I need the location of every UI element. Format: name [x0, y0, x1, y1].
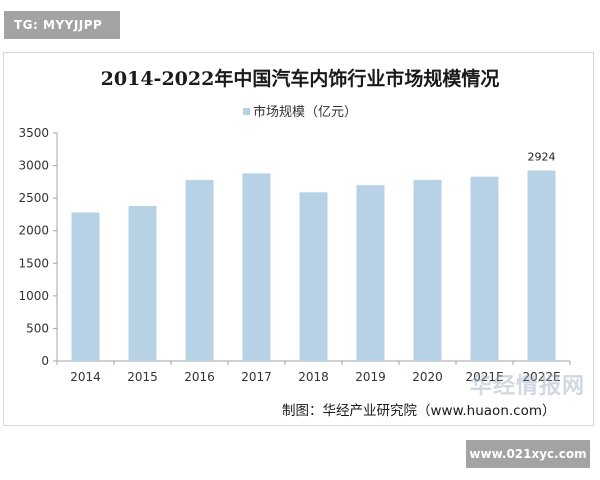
legend-swatch: [242, 108, 250, 115]
bar: [128, 205, 157, 361]
y-tick-label: 500: [26, 321, 49, 335]
watermark-text: 华经情报网: [470, 374, 586, 399]
x-tick-label: 2016: [184, 370, 215, 384]
bar: [242, 173, 271, 361]
x-tick-label: 2021E: [465, 370, 503, 384]
legend-label: 市场规模（亿元）: [252, 105, 357, 120]
bar: [527, 170, 556, 361]
x-tick-label: 2022E: [522, 370, 560, 384]
y-tick-label: 0: [41, 354, 49, 368]
bar: [71, 212, 100, 361]
data-label: 2924: [528, 151, 556, 164]
bar: [299, 192, 328, 361]
x-tick-label: 2014: [70, 370, 101, 384]
y-tick-label: 1000: [18, 289, 49, 303]
x-tick-label: 2018: [298, 370, 329, 384]
y-tick-label: 3000: [18, 159, 49, 173]
tag-badge: TG: MYYJJPP: [4, 11, 120, 39]
chart-title: 2014-2022年中国汽车内饰行业市场规模情况: [100, 68, 500, 90]
bar: [185, 179, 214, 361]
source-note: 制图：华经产业研究院（www.huaon.com）: [282, 403, 556, 419]
legend: 市场规模（亿元）: [0, 101, 600, 120]
x-tick-label: 2020: [412, 370, 443, 384]
y-tick-label: 2000: [18, 224, 49, 238]
x-tick-label: 2015: [127, 370, 158, 384]
y-tick-label: 1500: [18, 256, 49, 270]
bar: [470, 176, 499, 361]
url-badge: www.021xyc.com: [466, 440, 590, 468]
bar: [413, 179, 442, 361]
y-tick-label: 2500: [18, 191, 49, 205]
y-tick-label: 3500: [18, 126, 49, 140]
x-tick-label: 2019: [355, 370, 386, 384]
x-tick-label: 2017: [241, 370, 272, 384]
bar: [356, 185, 385, 361]
